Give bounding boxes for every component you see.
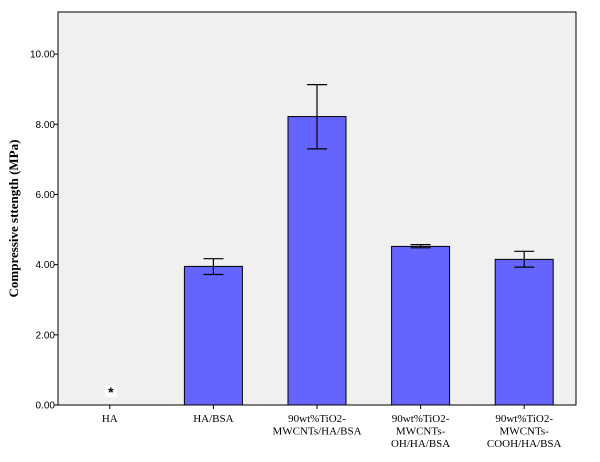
x-tick-label: 90wt%TiO2-MWCNTs/HA/BSA [272,413,361,438]
x-tick-label: HA [102,413,118,425]
x-tick-label: HA/BSA [193,413,233,425]
bar [287,116,347,406]
x-tick-label: 90wt%TiO2-MWCNTs-OH/HA/BSA [391,413,450,450]
annotation-bg [104,385,117,397]
y-tick-label: 10.00 [30,50,55,61]
y-tick-label: 8.00 [36,120,56,131]
bar [391,245,451,406]
y-tick-label: 0.00 [36,401,56,412]
bar [183,265,243,406]
x-tick-label: 90wt%TiO2-MWCNTs-COOH/HA/BSA [487,413,562,450]
bar [494,258,554,406]
y-axis-label: Compressive sttength (MPa) [6,140,21,298]
y-tick-label: 2.00 [36,330,56,341]
y-tick-label: 4.00 [36,260,56,271]
x-axis: HA HA/BSA 90wt%TiO2-MWCNTs/HA/BSA 90wt%TiO2… [102,405,562,450]
y-axis: 0.00 2.00 4.00 6.00 8.00 10.00 [30,50,58,412]
annotation-asterisk: * [108,384,114,400]
y-tick-label: 6.00 [36,190,56,201]
error-bars: * [104,84,535,400]
